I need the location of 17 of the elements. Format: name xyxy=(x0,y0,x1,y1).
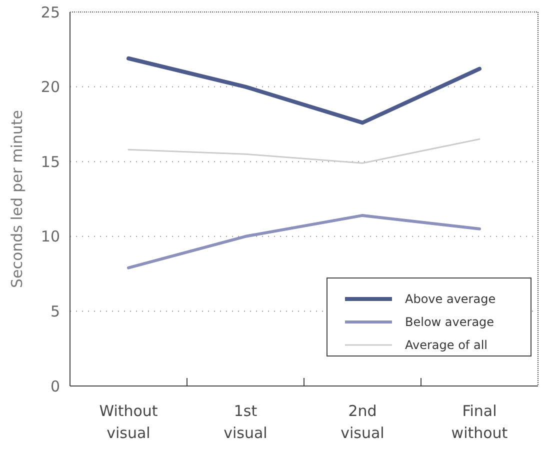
y-tick-label: 15 xyxy=(40,152,60,171)
y-tick-label: 25 xyxy=(40,3,60,22)
legend-label: Below average xyxy=(405,315,494,330)
legend-label: Average of all xyxy=(405,338,488,352)
line-series xyxy=(127,214,481,270)
y-tick-label: 20 xyxy=(40,78,60,96)
legend-label: Above average xyxy=(405,292,496,306)
x-tick-label: 2nd visual xyxy=(340,402,384,442)
line-series xyxy=(128,138,480,164)
y-axis-title: Seconds led per minute xyxy=(8,110,26,288)
x-tick-label: 1st visual xyxy=(224,402,268,442)
y-tick-label: 0 xyxy=(50,377,60,396)
line-series xyxy=(126,56,482,125)
x-tick-label: Without visual xyxy=(99,402,158,442)
y-tick-label: 10 xyxy=(40,228,60,246)
x-tick-label: Final without xyxy=(451,402,508,442)
y-tick-label: 5 xyxy=(50,302,60,320)
